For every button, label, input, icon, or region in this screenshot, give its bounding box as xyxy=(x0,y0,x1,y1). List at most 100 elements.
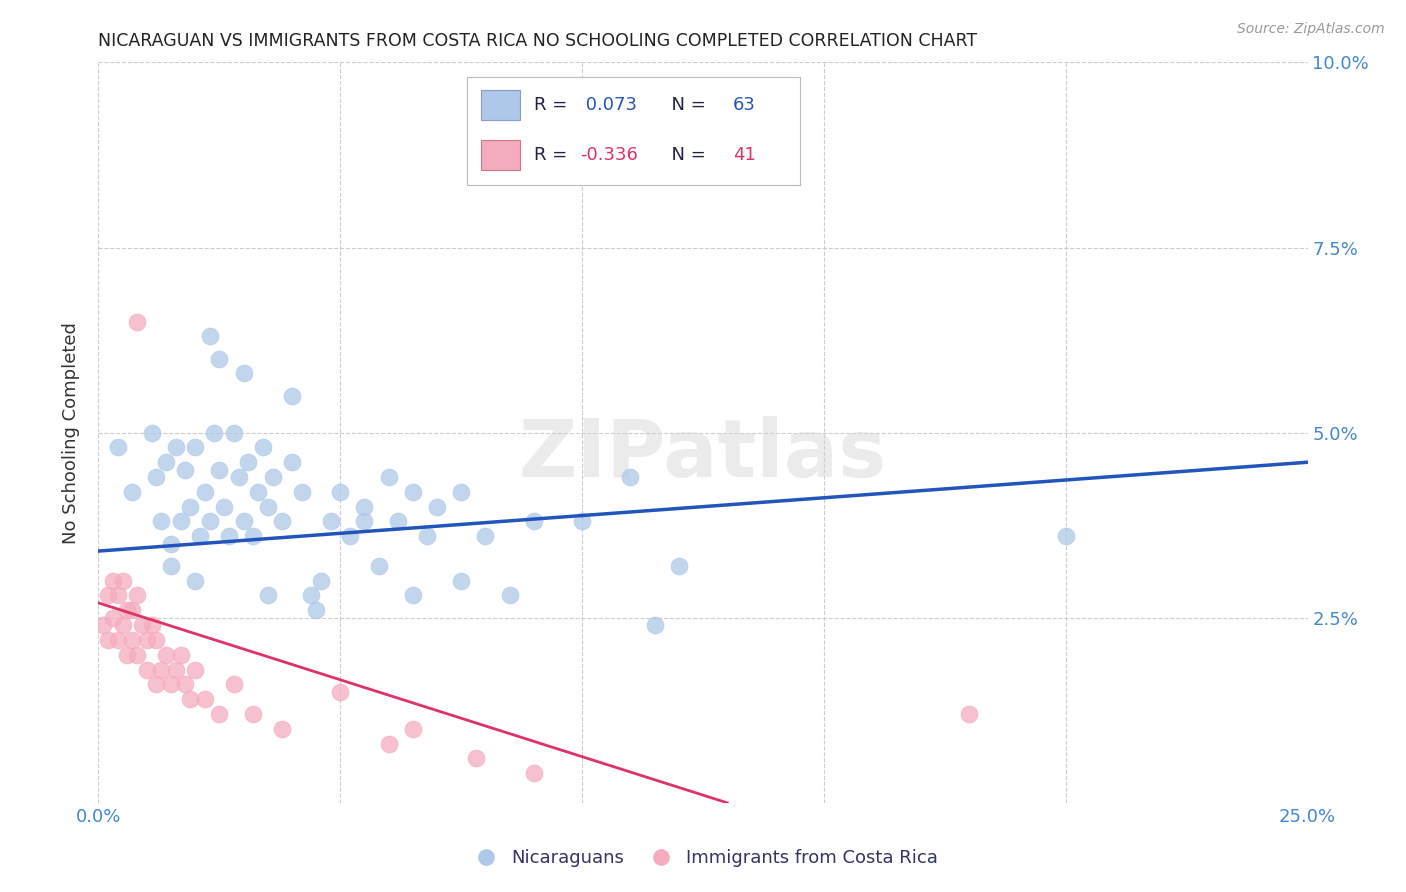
Point xyxy=(290,484,312,499)
Point xyxy=(169,515,191,529)
Legend: Nicaraguans, Immigrants from Costa Rica: Nicaraguans, Immigrants from Costa Rica xyxy=(461,842,945,874)
Point xyxy=(179,500,201,514)
Point xyxy=(179,692,201,706)
Point xyxy=(127,648,149,662)
Point xyxy=(101,610,124,624)
Point xyxy=(141,618,163,632)
Point xyxy=(174,462,197,476)
Point xyxy=(184,441,207,455)
Point xyxy=(117,603,139,617)
Point xyxy=(387,515,409,529)
Point xyxy=(160,677,183,691)
Point xyxy=(127,589,149,603)
Point xyxy=(218,529,240,543)
Point xyxy=(247,484,270,499)
Point xyxy=(377,470,399,484)
Point xyxy=(107,589,129,603)
Point xyxy=(204,425,226,440)
Point xyxy=(619,470,641,484)
Point xyxy=(305,603,328,617)
Point xyxy=(271,515,294,529)
Point xyxy=(155,648,177,662)
Point xyxy=(127,314,149,328)
Point xyxy=(174,677,197,691)
Point xyxy=(91,618,114,632)
Point xyxy=(184,574,207,588)
Point xyxy=(111,574,134,588)
Point xyxy=(135,663,157,677)
Point xyxy=(212,500,235,514)
Point xyxy=(198,515,221,529)
Point xyxy=(368,558,391,573)
Point xyxy=(1054,529,1077,543)
Point xyxy=(222,677,245,691)
Point xyxy=(160,558,183,573)
Point xyxy=(145,470,167,484)
Point xyxy=(169,648,191,662)
Point xyxy=(319,515,342,529)
Point xyxy=(523,766,546,780)
Point xyxy=(208,706,231,721)
Point xyxy=(353,500,375,514)
Point xyxy=(271,722,294,736)
Point xyxy=(377,737,399,751)
Point xyxy=(121,484,143,499)
Point xyxy=(299,589,322,603)
Point xyxy=(232,367,254,381)
Point xyxy=(208,351,231,366)
Point xyxy=(256,500,278,514)
Point xyxy=(309,574,332,588)
Point xyxy=(281,388,304,402)
Point xyxy=(165,663,187,677)
Point xyxy=(150,515,173,529)
Point xyxy=(262,470,284,484)
Point xyxy=(145,677,167,691)
Y-axis label: No Schooling Completed: No Schooling Completed xyxy=(62,322,80,543)
Point xyxy=(256,589,278,603)
Point xyxy=(165,441,187,455)
Point xyxy=(402,589,425,603)
Text: ZIPatlas: ZIPatlas xyxy=(519,416,887,494)
Point xyxy=(242,529,264,543)
Point xyxy=(232,515,254,529)
Point xyxy=(242,706,264,721)
Point xyxy=(145,632,167,647)
Point xyxy=(644,618,666,632)
Point xyxy=(402,484,425,499)
Point xyxy=(222,425,245,440)
Point xyxy=(416,529,439,543)
Point xyxy=(184,663,207,677)
Point xyxy=(97,589,120,603)
Point xyxy=(228,470,250,484)
Point xyxy=(121,603,143,617)
Point xyxy=(131,618,153,632)
Point xyxy=(402,722,425,736)
Point xyxy=(957,706,980,721)
Point xyxy=(194,484,217,499)
Point xyxy=(117,648,139,662)
Point xyxy=(160,536,183,550)
Point xyxy=(339,529,361,543)
Point xyxy=(107,632,129,647)
Point xyxy=(121,632,143,647)
Point xyxy=(450,484,472,499)
Point xyxy=(194,692,217,706)
Point xyxy=(238,455,260,469)
Point xyxy=(135,632,157,647)
Point xyxy=(101,574,124,588)
Point xyxy=(329,685,352,699)
Point xyxy=(464,751,486,765)
Point xyxy=(450,574,472,588)
Point xyxy=(329,484,352,499)
Text: NICARAGUAN VS IMMIGRANTS FROM COSTA RICA NO SCHOOLING COMPLETED CORRELATION CHAR: NICARAGUAN VS IMMIGRANTS FROM COSTA RICA… xyxy=(98,32,977,50)
Point xyxy=(141,425,163,440)
Text: Source: ZipAtlas.com: Source: ZipAtlas.com xyxy=(1237,22,1385,37)
Point xyxy=(571,515,593,529)
Point xyxy=(523,515,546,529)
Point xyxy=(252,441,274,455)
Point xyxy=(353,515,375,529)
Point xyxy=(150,663,173,677)
Point xyxy=(426,500,449,514)
Point xyxy=(208,462,231,476)
Point xyxy=(498,589,520,603)
